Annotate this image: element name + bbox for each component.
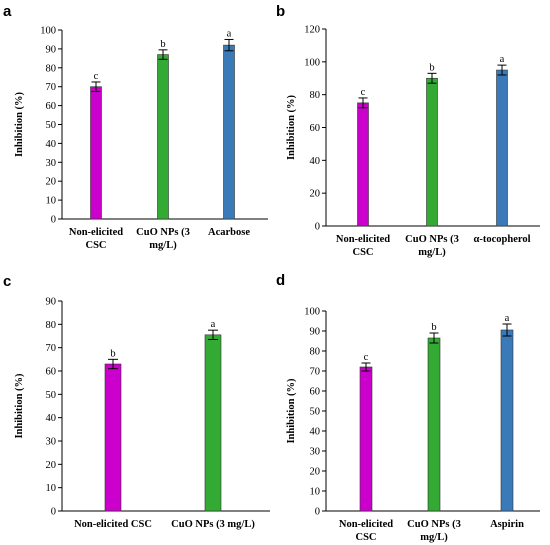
y-tick-label: 60 xyxy=(310,123,321,134)
y-tick-label: 40 xyxy=(310,156,321,167)
y-tick-label: 50 xyxy=(310,407,321,418)
y-tick-label: 100 xyxy=(304,57,320,68)
y-tick-label: 60 xyxy=(46,367,57,378)
y-tick-label: 10 xyxy=(310,487,321,498)
y-tick-label: 20 xyxy=(46,177,57,188)
y-tick-label: 20 xyxy=(310,189,321,200)
category-label-line: CuO NPs (3 xyxy=(136,227,190,238)
category-label: Non-elicited CSC xyxy=(69,227,123,251)
y-tick-label: 0 xyxy=(51,507,56,518)
y-tick-label: 80 xyxy=(46,63,57,74)
category-label-line: Non-elicited xyxy=(69,227,123,238)
category-label-line: CuO NPs (3 xyxy=(407,519,461,530)
category-label-line: CuO NPs (3 xyxy=(405,234,459,245)
category-label-line: CSC xyxy=(355,532,376,543)
y-tick-label: 80 xyxy=(310,90,321,101)
bar xyxy=(427,337,441,512)
category-label-line: Non-elicited CSC xyxy=(74,519,152,530)
significance-letter: a xyxy=(505,313,510,324)
category-label-line: mg/L) xyxy=(149,240,177,251)
category-label: CuO NPs (3 mg/L) xyxy=(136,227,190,251)
bar xyxy=(223,44,235,220)
bar xyxy=(204,334,222,512)
category-label-line: Aspirin xyxy=(490,519,524,530)
y-tick-label: 80 xyxy=(46,320,57,331)
category-label-line: CSC xyxy=(352,247,373,258)
y-tick-label: 50 xyxy=(46,390,57,401)
bar xyxy=(157,54,169,220)
y-tick-label: 100 xyxy=(304,307,320,318)
category-label-line: Acarbose xyxy=(208,227,250,238)
category-label: α-tocopherol xyxy=(474,234,531,245)
category-label: Non-elicited CSC xyxy=(74,519,152,530)
significance-letter: b xyxy=(429,62,434,73)
panel-label: b xyxy=(276,3,285,20)
category-label: Non-elicited CSC xyxy=(339,519,393,543)
category-label-line: CuO NPs (3 mg/L) xyxy=(171,519,255,530)
panel-label: c xyxy=(3,273,11,290)
category-label-line: α-tocopherol xyxy=(474,234,531,245)
y-tick-label: 0 xyxy=(51,215,56,226)
y-tick-label: 0 xyxy=(315,222,320,233)
category-label: CuO NPs (3 mg/L) xyxy=(405,234,459,258)
category-label: Non-elicited CSC xyxy=(336,234,390,258)
y-axis-title: Inhibition (%) xyxy=(14,373,25,439)
category-label-line: Non-elicited xyxy=(339,519,393,530)
y-tick-label: 0 xyxy=(315,507,320,518)
significance-letter: c xyxy=(361,87,366,98)
significance-letter: a xyxy=(227,28,232,39)
y-tick-label: 20 xyxy=(310,467,321,478)
y-tick-label: 60 xyxy=(310,387,321,398)
y-tick-label: 40 xyxy=(46,139,57,150)
y-tick-label: 90 xyxy=(310,327,321,338)
y-tick-label: 20 xyxy=(46,460,57,471)
y-tick-label: 70 xyxy=(46,343,57,354)
y-tick-label: 40 xyxy=(46,413,57,424)
bar xyxy=(357,102,369,227)
significance-letter: c xyxy=(94,71,99,82)
y-tick-label: 10 xyxy=(46,196,57,207)
y-tick-label: 30 xyxy=(46,158,57,169)
y-axis-title: Inhibition (%) xyxy=(286,94,297,160)
y-tick-label: 60 xyxy=(46,101,57,112)
y-tick-label: 90 xyxy=(46,44,57,55)
y-tick-label: 50 xyxy=(46,120,57,131)
category-label-line: mg/L) xyxy=(420,532,448,543)
y-axis-title: Inhibition (%) xyxy=(14,91,25,157)
y-tick-label: 70 xyxy=(46,82,57,93)
bar xyxy=(359,366,373,512)
y-tick-label: 70 xyxy=(310,367,321,378)
category-label: CuO NPs (3 mg/L) xyxy=(171,519,255,530)
category-label-line: mg/L) xyxy=(418,247,446,258)
bar xyxy=(426,77,438,227)
panel-label: d xyxy=(276,272,285,289)
category-label: Acarbose xyxy=(208,227,250,238)
category-label-line: Non-elicited xyxy=(336,234,390,245)
panel-label: a xyxy=(3,3,12,20)
significance-letter: a xyxy=(211,319,216,330)
y-tick-label: 90 xyxy=(46,297,57,308)
significance-letter: c xyxy=(364,352,369,363)
y-tick-label: 100 xyxy=(40,26,56,37)
y-tick-label: 120 xyxy=(304,25,320,36)
y-tick-label: 30 xyxy=(46,437,57,448)
bar xyxy=(90,86,102,220)
y-tick-label: 10 xyxy=(46,483,57,494)
y-axis-title: Inhibition (%) xyxy=(286,378,297,444)
significance-letter: b xyxy=(110,348,115,359)
y-tick-label: 40 xyxy=(310,427,321,438)
category-label: Aspirin xyxy=(490,519,524,530)
y-tick-label: 80 xyxy=(310,347,321,358)
bar xyxy=(104,363,122,512)
significance-letter: b xyxy=(431,322,436,333)
category-label: CuO NPs (3 mg/L) xyxy=(407,519,461,543)
category-label-line: CSC xyxy=(85,240,106,251)
bar xyxy=(500,329,514,512)
bar xyxy=(496,69,508,227)
significance-letter: b xyxy=(160,39,165,50)
y-tick-label: 30 xyxy=(310,447,321,458)
significance-letter: a xyxy=(500,54,505,65)
